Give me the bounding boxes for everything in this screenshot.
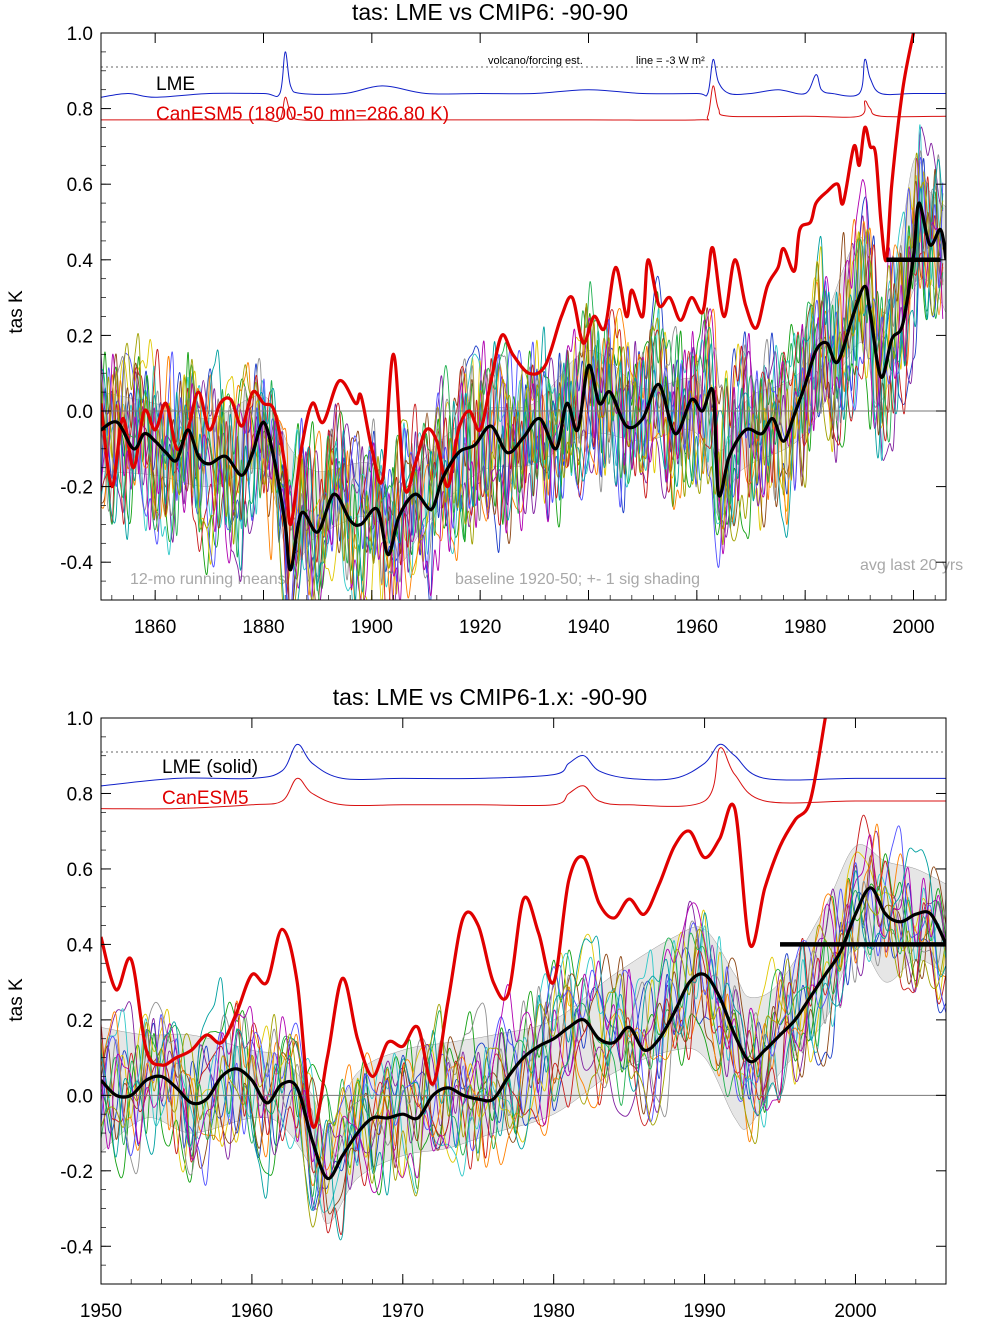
y-tick-label: 0.4 (67, 251, 94, 272)
x-tick-label: 1970 (382, 1301, 424, 1322)
forcing-annotation: volcano/forcing est. (488, 55, 583, 67)
ensemble-member-line (101, 855, 946, 1215)
forcing-canesm5-line (101, 747, 946, 810)
x-tick-label: 1940 (567, 617, 609, 638)
y-tick-label: 0.8 (67, 100, 93, 121)
panel-2-ylabel: tas K (6, 978, 27, 1022)
lme-mean-line (101, 886, 946, 1180)
y-tick-label: 0.8 (67, 784, 93, 805)
baseline-note: baseline 1920-50; +- 1 sig shading (455, 571, 700, 588)
forcing-line-annotation: line = -3 W m² (636, 55, 705, 67)
forcing-canesm5-line (101, 85, 946, 123)
x-tick-label: 2000 (834, 1301, 876, 1322)
y-tick-label: 0.6 (67, 860, 93, 881)
panel-1: tas: LME vs CMIP6: -90-90 tas K volcano/… (6, 0, 963, 638)
canesm5-line (101, 33, 916, 527)
y-tick-label: 0.0 (67, 402, 93, 423)
y-tick-label: 0.4 (67, 935, 94, 956)
panel-1-ylabel: tas K (6, 290, 27, 334)
y-tick-label: -0.2 (60, 1162, 93, 1183)
ensemble-member-line (101, 157, 944, 600)
panel-2: tas: LME vs CMIP6-1.x: -90-90 tas K LME … (6, 684, 947, 1322)
x-tick-label: 1960 (231, 1301, 273, 1322)
panel-1-title: tas: LME vs CMIP6: -90-90 (352, 0, 628, 25)
canesm5-line (101, 718, 827, 1129)
forcing-lme-line (101, 743, 946, 787)
x-tick-label: 1920 (459, 617, 501, 638)
x-tick-label: 1960 (676, 617, 718, 638)
ensemble-member-line (101, 825, 946, 1198)
x-tick-label: 2000 (892, 617, 934, 638)
x-tick-label: 1900 (351, 617, 393, 638)
x-tick-label: 1950 (80, 1301, 122, 1322)
y-tick-label: -0.4 (60, 1237, 93, 1258)
lme-mean-line (101, 201, 946, 572)
x-tick-label: 1980 (533, 1301, 575, 1322)
legend-canesm5-2: CanESM5 (162, 788, 249, 809)
y-tick-label: 1.0 (67, 24, 93, 45)
x-tick-label: 1990 (683, 1301, 725, 1322)
plot-area-1 (101, 33, 946, 600)
y-tick-label: 0.2 (67, 1011, 93, 1032)
ensemble-member-line (101, 882, 946, 1211)
forcing-lme-line (101, 51, 946, 98)
running-mean-note: 12-mo running means (130, 571, 286, 588)
y-tick-label: -0.2 (60, 478, 93, 499)
y-tick-label: -0.4 (60, 553, 93, 574)
legend-lme-solid: LME (solid) (162, 757, 258, 778)
ensemble-member-line (101, 159, 944, 600)
ensemble-member-line (101, 885, 946, 1228)
y-tick-label: 0.6 (67, 175, 93, 196)
x-tick-label: 1880 (242, 617, 284, 638)
y-tick-label: 0.2 (67, 326, 93, 347)
y-tick-label: 0.0 (67, 1086, 93, 1107)
plot-area-2 (101, 718, 946, 1241)
x-tick-label: 1980 (784, 617, 826, 638)
avg-note: avg last 20 yrs (860, 557, 963, 574)
ensemble-member-line (101, 814, 946, 1235)
ensemble-member-line (101, 201, 944, 600)
legend-lme: LME (156, 74, 195, 95)
legend-canesm5: CanESM5 (1800-50 mn=286.80 K) (156, 104, 449, 125)
x-tick-label: 1860 (134, 617, 176, 638)
y-tick-label: 1.0 (67, 709, 93, 730)
panel-2-title: tas: LME vs CMIP6-1.x: -90-90 (333, 684, 647, 710)
